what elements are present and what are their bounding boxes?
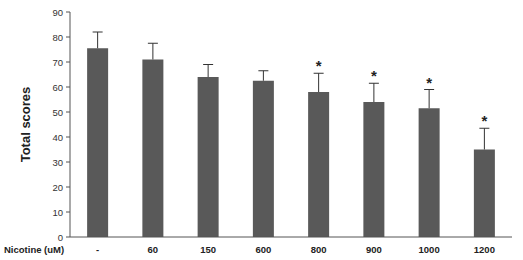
annotation: * — [426, 74, 432, 91]
y-tick-label: 50 — [52, 107, 63, 118]
error-cap — [203, 64, 213, 65]
y-tick — [66, 212, 70, 213]
y-tick-label: 60 — [52, 82, 63, 93]
y-tick-label: 20 — [52, 182, 63, 193]
error-bar — [93, 32, 103, 48]
y-tick — [66, 187, 70, 188]
error-bar — [148, 43, 158, 59]
error-stem — [484, 128, 485, 149]
bar — [419, 108, 440, 237]
y-tick-label: 80 — [52, 32, 63, 43]
x-tick-label: 600 — [255, 244, 271, 255]
annotation: * — [481, 112, 487, 129]
y-axis-label: Total scores — [18, 87, 33, 163]
y-tick-label: 40 — [52, 132, 63, 143]
x-tick-label: 1200 — [474, 244, 495, 255]
error-bar — [314, 73, 324, 92]
y-tick — [66, 137, 70, 138]
chart-svg: 0 10 20 30 40 50 60 70 80 90 - 60 150 600 800 900 1000 12… — [0, 0, 523, 260]
x-tick-label: 60 — [148, 244, 159, 255]
error-bar — [369, 83, 379, 102]
y-tick — [66, 37, 70, 38]
x-tick-label: - — [96, 244, 99, 255]
error-stem — [152, 43, 153, 59]
error-bar — [424, 90, 434, 109]
y-tick-label: 70 — [52, 57, 63, 68]
x-tick-label: 900 — [366, 244, 382, 255]
bar — [474, 150, 495, 238]
y-tick — [66, 162, 70, 163]
x-tick-label: 800 — [311, 244, 327, 255]
annotation: * — [316, 57, 322, 74]
error-stem — [373, 83, 374, 102]
error-stem — [318, 73, 319, 92]
y-tick — [66, 87, 70, 88]
bar — [253, 81, 274, 237]
annotation: * — [371, 67, 377, 84]
error-cap — [93, 32, 103, 33]
error-stem — [263, 71, 264, 81]
bar — [198, 77, 219, 237]
x-tick-label: 1000 — [419, 244, 440, 255]
y-tick — [66, 112, 70, 113]
bar — [142, 60, 163, 238]
y-tick-label: 10 — [52, 207, 63, 218]
bars — [87, 32, 495, 237]
y-tick — [66, 237, 70, 238]
error-stem — [429, 90, 430, 109]
error-stem — [208, 65, 209, 78]
bar — [308, 92, 329, 237]
y-axis-line — [70, 12, 71, 237]
chart-container: 0 10 20 30 40 50 60 70 80 90 - 60 150 600 800 900 1000 12… — [0, 0, 523, 260]
y-tick-label: 0 — [58, 232, 63, 243]
x-axis-label: Nicotine (uM) — [4, 244, 64, 255]
x-tick-label: 150 — [200, 244, 216, 255]
x-axis-line — [70, 237, 512, 238]
y-tick — [66, 62, 70, 63]
error-bar — [479, 128, 489, 149]
error-stem — [97, 32, 98, 48]
y-tick-label: 30 — [52, 157, 63, 168]
y-tick-label: 90 — [52, 7, 63, 18]
bar — [363, 102, 384, 237]
bar — [87, 48, 108, 237]
error-bar — [258, 71, 268, 81]
y-tick — [66, 12, 70, 13]
error-bar — [203, 65, 213, 78]
error-cap — [148, 43, 158, 44]
error-cap — [258, 70, 268, 71]
